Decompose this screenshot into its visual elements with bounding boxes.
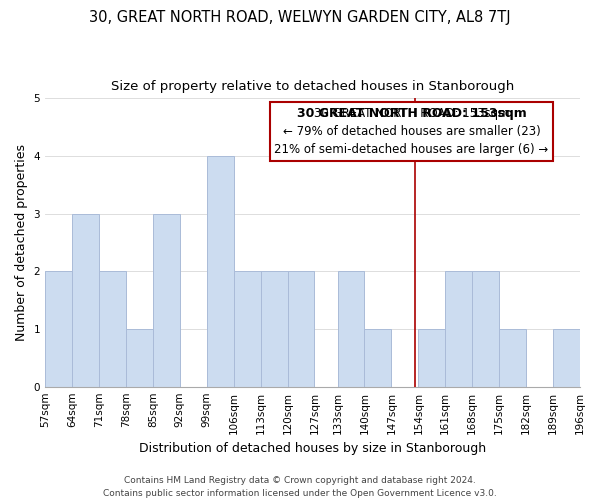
Bar (99, 272, 126, 386)
Title: Size of property relative to detached houses in Stanborough: Size of property relative to detached ho… (111, 80, 514, 93)
Text: Contains HM Land Registry data © Crown copyright and database right 2024.
Contai: Contains HM Land Registry data © Crown c… (103, 476, 497, 498)
Bar (233, 272, 260, 386)
Bar (445, 272, 472, 386)
Bar (553, 329, 580, 386)
Bar (206, 156, 233, 386)
Bar (499, 329, 526, 386)
Bar (472, 272, 499, 386)
Text: 30, GREAT NORTH ROAD, WELWYN GARDEN CITY, AL8 7TJ: 30, GREAT NORTH ROAD, WELWYN GARDEN CITY… (89, 10, 511, 25)
Bar (287, 272, 314, 386)
Bar (72, 214, 99, 386)
Bar (45, 272, 72, 386)
Bar (260, 272, 287, 386)
Bar (338, 272, 364, 386)
Text: 30 GREAT NORTH ROAD: 153sqm: 30 GREAT NORTH ROAD: 153sqm (296, 107, 526, 120)
Bar (418, 329, 445, 386)
Text: 30 GREAT NORTH ROAD: 153sqm
← 79% of detached houses are smaller (23)
21% of sem: 30 GREAT NORTH ROAD: 153sqm ← 79% of det… (274, 107, 548, 156)
Bar (364, 329, 391, 386)
X-axis label: Distribution of detached houses by size in Stanborough: Distribution of detached houses by size … (139, 442, 486, 455)
Y-axis label: Number of detached properties: Number of detached properties (15, 144, 28, 341)
Bar (126, 329, 153, 386)
Bar (153, 214, 180, 386)
